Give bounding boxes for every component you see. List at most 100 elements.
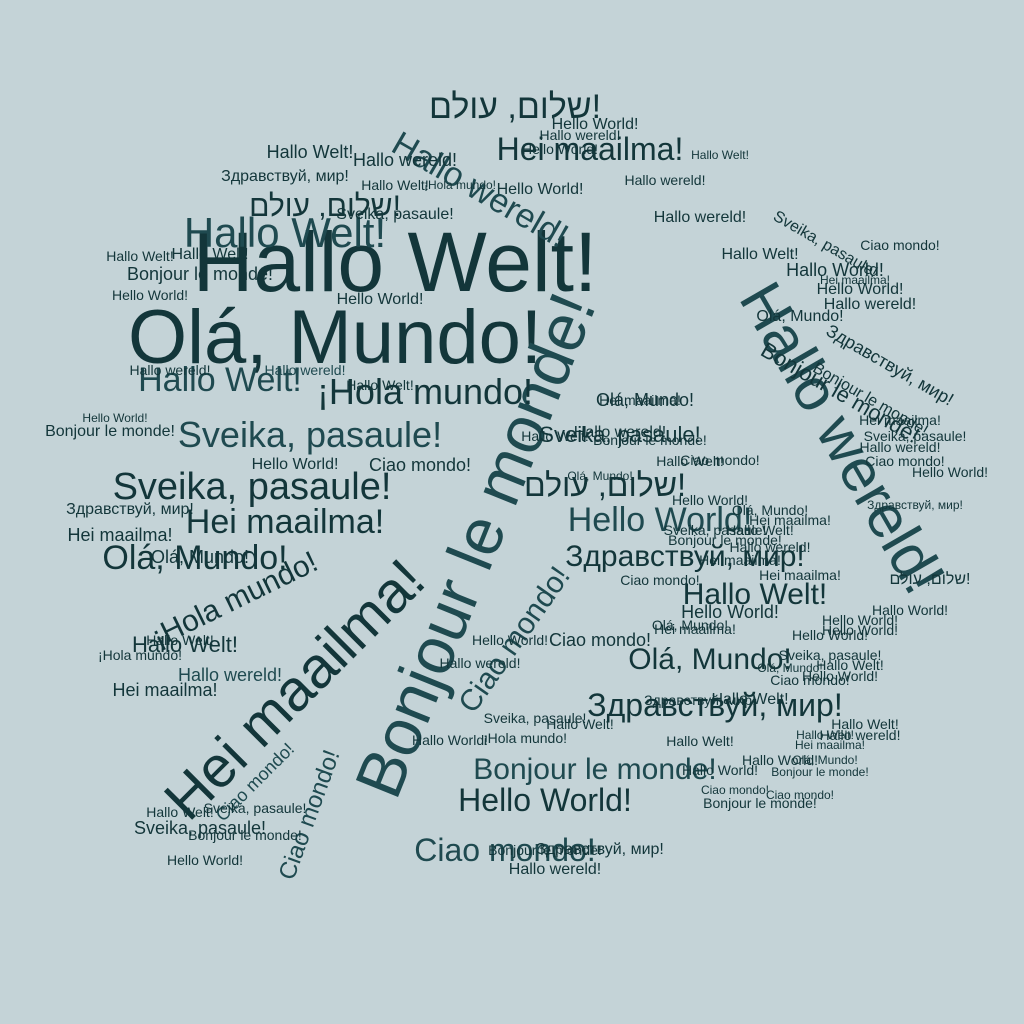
cloud-word: Hallo Welt! bbox=[816, 657, 884, 673]
cloud-word: Sveika, pasaule! bbox=[663, 522, 767, 538]
cloud-word: Hello World! bbox=[672, 492, 748, 508]
cloud-word: Hello World! bbox=[336, 291, 424, 308]
cloud-word: Sveika, pasaule! bbox=[177, 414, 443, 455]
cloud-word: Bonjour le monde! bbox=[703, 795, 817, 811]
cloud-word: Olá, Mundo! bbox=[757, 661, 823, 675]
cloud-word: Olá, Mundo! bbox=[731, 502, 809, 518]
cloud-word: Hello World! bbox=[567, 501, 753, 539]
cloud-word: Hallo Welt! bbox=[192, 215, 598, 309]
cloud-word: Hallo Welt! bbox=[183, 209, 387, 256]
cloud-word: Hallo Welt! bbox=[266, 142, 354, 162]
cloud-word: Здравствуй, мир! bbox=[644, 692, 756, 708]
cloud-word: Hallo Welt! bbox=[656, 453, 724, 469]
cloud-word: Hallo Welt! bbox=[132, 632, 238, 657]
cloud-word: Olá, Mundo! bbox=[595, 390, 695, 410]
cloud-word: Hallo Welt! bbox=[146, 804, 214, 820]
cloud-word: Hallo wereld! bbox=[539, 127, 621, 143]
cloud-word: Ciao mondo! bbox=[865, 453, 945, 469]
cloud-word: Hallo World! bbox=[682, 762, 758, 778]
cloud-word: Olá, Mundo! bbox=[651, 617, 729, 633]
cloud-word: Здравствуй, мир! bbox=[867, 498, 963, 512]
cloud-word: Olá, Mundo! bbox=[150, 547, 250, 567]
cloud-word: Ciao mondo! bbox=[860, 237, 940, 253]
cloud-word: Hallo Welt! bbox=[682, 578, 828, 611]
cloud-word: Hello World! bbox=[802, 668, 878, 684]
cloud-word: Bonjour le monde! bbox=[488, 842, 602, 858]
cloud-word: Hallo wereld! bbox=[352, 150, 458, 170]
cloud-word: Hallo wereld! bbox=[624, 172, 706, 188]
cloud-word: Sveika, pasaule! bbox=[112, 466, 392, 508]
cloud-word: Hallo World! bbox=[742, 752, 818, 768]
cloud-word: ¡Hola mundo! bbox=[97, 647, 183, 663]
cloud-word: Здравствуй, мир! bbox=[221, 168, 349, 185]
cloud-word: Hello World! bbox=[472, 632, 548, 648]
cloud-word: Bonjour le monde! bbox=[771, 765, 869, 779]
cloud-word: Hello World! bbox=[496, 181, 584, 198]
cloud-word: Hallo Welt! bbox=[666, 733, 734, 749]
cloud-word: Hallo Welt! bbox=[146, 632, 214, 648]
cloud-word: Hallo wereld! bbox=[177, 665, 283, 685]
cloud-word: Bonjour le monde! bbox=[668, 532, 782, 548]
cloud-word: Olá, Mundo! bbox=[567, 469, 633, 483]
cloud-word: Bonjour le monde! bbox=[473, 753, 717, 786]
cloud-word: שלום, עולם! bbox=[524, 467, 686, 503]
cloud-word: Olá, Mundo! bbox=[756, 308, 844, 325]
cloud-word: Hello World! bbox=[112, 287, 188, 303]
cloud-word: Hello World! bbox=[551, 116, 639, 133]
cloud-word: Hallo Welt! bbox=[546, 716, 614, 732]
cloud-word: Sveika, pasaule! bbox=[483, 710, 587, 726]
cloud-word: Hallo Welt! bbox=[361, 177, 429, 193]
cloud-word: Hallo wereld! bbox=[653, 209, 747, 226]
cloud-word: Hello World! bbox=[822, 622, 898, 638]
cloud-word: Hallo wereld! bbox=[439, 655, 521, 671]
cloud-word: ¡Hola mundo! bbox=[423, 178, 497, 192]
cloud-word: Hei maailma! bbox=[185, 503, 385, 541]
cloud-word: Hello World! bbox=[458, 782, 632, 818]
cloud-word: Hallo World! bbox=[872, 602, 948, 618]
cloud-word: Hello World! bbox=[816, 281, 904, 298]
cloud-word: Olá, Mundo! bbox=[792, 753, 858, 767]
cloud-word: Здравствуй, мир! bbox=[587, 687, 843, 723]
cloud-word: Hello World! bbox=[167, 852, 243, 868]
cloud-word: Hallo wereld! bbox=[129, 362, 211, 378]
cloud-word: Hei maailma! bbox=[496, 131, 684, 167]
cloud-word: Hallo wereld! bbox=[729, 539, 811, 555]
cloud-word: Sveika, pasaule! bbox=[778, 647, 882, 663]
cloud-word: Sveika, pasaule! bbox=[336, 206, 454, 223]
cloud-word: Bonjour le monde! bbox=[126, 264, 274, 284]
cloud-word: Hallo wereld! bbox=[508, 861, 602, 878]
cloud-word: Hello World! bbox=[251, 456, 339, 473]
cloud-word: Hallo wereld! bbox=[573, 424, 667, 441]
cloud-word: Ciao mondo! bbox=[680, 452, 760, 468]
cloud-word: Hallo Welt! bbox=[106, 248, 174, 264]
cloud-word: Ciao mondo! bbox=[765, 788, 835, 802]
cloud-word: Hallo Welt! bbox=[691, 148, 749, 162]
cloud-word: Hei maailma! bbox=[859, 412, 941, 428]
cloud-word: Sveika, pasaule! bbox=[863, 428, 967, 444]
cloud-word: Hei maailma! bbox=[819, 273, 891, 287]
cloud-word: Здравствуй, мир! bbox=[66, 501, 194, 518]
cloud-word: Hallo wereld! bbox=[859, 439, 941, 455]
cloud-word: Hallo Welt! bbox=[711, 691, 789, 708]
cloud-word: Sveika, pasaule! bbox=[539, 422, 701, 447]
cloud-word: Hei maailma! bbox=[759, 567, 841, 583]
cloud-word: Bonjour le monde! bbox=[45, 423, 175, 440]
cloud-word: Ciao mondo! bbox=[368, 455, 472, 475]
cloud-word: Hei maailma! bbox=[112, 680, 218, 700]
cloud-word: Hallo World! bbox=[786, 260, 884, 280]
cloud-word: Hallo Welt! bbox=[138, 361, 302, 399]
cloud-word: ¡Hola mundo! bbox=[316, 371, 534, 412]
cloud-word: שלום, עולם! bbox=[249, 190, 401, 223]
cloud-word: Hallo Welt! bbox=[831, 716, 899, 732]
cloud-word: Hallo wereld! bbox=[823, 296, 917, 313]
cloud-word: Hei maailma! bbox=[654, 621, 736, 637]
cloud-word: Hallo wereld! bbox=[819, 727, 901, 743]
cloud-word: Olá, Mundo! bbox=[102, 539, 288, 577]
cloud-word: Hallo Welt! bbox=[171, 246, 249, 263]
cloud-word: Ciao mondo! bbox=[700, 783, 770, 797]
cloud-word: Sveika, pasaule! bbox=[203, 800, 307, 816]
cloud-word: Ciao mondo! bbox=[414, 832, 596, 868]
cloud-word: Bonjour le monde! bbox=[188, 827, 302, 843]
cloud-word: שלום, עולם! bbox=[428, 88, 602, 126]
